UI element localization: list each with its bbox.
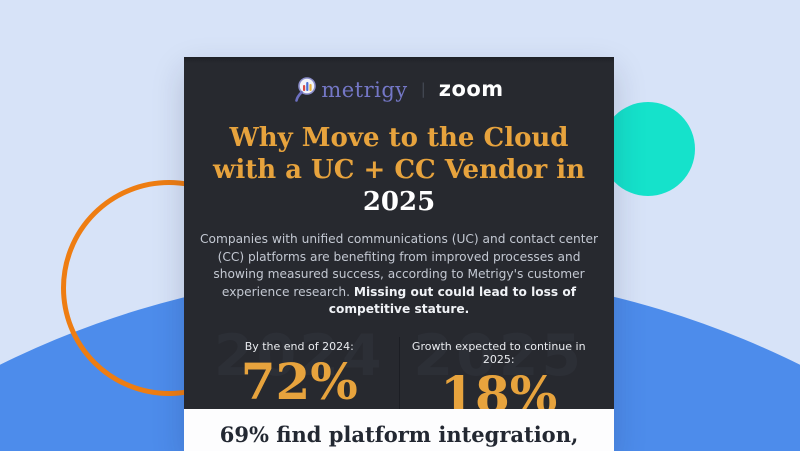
footer-section: 69% find platform integration, (184, 409, 614, 451)
stat-value: 18% (440, 364, 558, 409)
headline-year: 2025 (362, 187, 436, 217)
metrigy-logo: metrigy (294, 76, 407, 104)
headline: Why Move to the Cloud with a UC + CC Ven… (200, 122, 598, 218)
headline-line2: with a UC + CC Vendor in (212, 155, 586, 185)
stat-label: By the end of 2024: (244, 339, 354, 353)
magnifier-chart-icon (295, 77, 317, 102)
stats-row: 2024 By the end of 2024: 72% of companie… (200, 323, 599, 410)
intro-bold-text: Missing out could lead to loss of compet… (328, 284, 577, 317)
ghost-year-2025: 2025 (413, 322, 585, 389)
stat-2025: 2025 Growth expected to continue in 2025… (400, 323, 599, 410)
logo-row: metrigy | zoom (200, 75, 598, 105)
headline-line1: Why Move to the Cloud (229, 123, 569, 153)
infographic-card: metrigy | zoom Why Move to the Cloud wit… (184, 57, 614, 451)
footer-headline: 69% find platform integration, (219, 422, 579, 447)
metrigy-wordmark: metrigy (321, 78, 408, 102)
card-dark-section: metrigy | zoom Why Move to the Cloud wit… (184, 57, 614, 409)
stat-2024: 2024 By the end of 2024: 72% of companie… (200, 323, 399, 410)
intro-paragraph: Companies with unified communications (U… (200, 231, 598, 319)
zoom-wordmark: zoom (438, 77, 504, 101)
intro-text: Companies with unified communications (U… (200, 232, 599, 299)
stats-vertical-divider (398, 336, 400, 409)
logo-divider: | (420, 80, 426, 98)
teal-circle-decoration (601, 102, 695, 196)
stat-value: 72% (240, 351, 358, 409)
ghost-year-2024: 2024 (213, 322, 385, 389)
stat-label: Growth expected to continue in 2025: (411, 339, 586, 366)
